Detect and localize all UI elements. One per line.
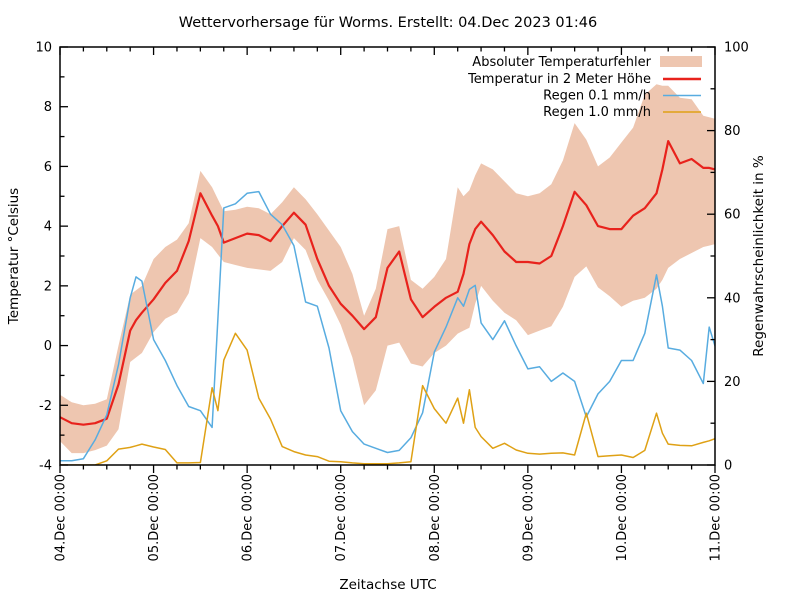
legend-label-rain10: Regen 1.0 mm/h — [543, 105, 651, 120]
x-tick-label: 11.Dec 00:00 — [709, 474, 724, 561]
axis-ticks: 04.Dec 00:00 05.Dec 00:00 06.Dec 00:00 07.D… — [35, 41, 748, 562]
x-tick-label: 05.Dec 00:00 — [147, 474, 162, 561]
y-right-tick-label: 100 — [724, 41, 749, 56]
y-left-tick-label: 10 — [35, 41, 52, 56]
y-left-tick-label: 2 — [44, 279, 52, 294]
y-right-tick-label: 60 — [724, 208, 741, 223]
y-left-tick-label: 8 — [44, 100, 52, 115]
y-right-tick-label: 20 — [724, 375, 741, 390]
y-right-tick-label: 80 — [724, 124, 741, 139]
y-left-tick-label: -4 — [39, 459, 52, 474]
x-axis-label: Zeitachse UTC — [339, 577, 436, 593]
x-tick-label: 10.Dec 00:00 — [615, 474, 630, 561]
legend-label-error-band: Absoluter Temperaturfehler — [472, 55, 651, 70]
x-tick-label: 07.Dec 00:00 — [334, 474, 349, 561]
plot-border — [59, 46, 716, 466]
y-right-tick-label: 0 — [724, 459, 732, 474]
series-layer — [60, 84, 715, 465]
rain-01-line — [60, 190, 715, 462]
legend-label-rain01: Regen 0.1 mm/h — [543, 89, 651, 104]
temperature-line — [60, 140, 715, 426]
x-tick-label: 04.Dec 00:00 — [54, 474, 69, 561]
y-left-tick-label: 4 — [44, 220, 52, 235]
y-left-tick-label: -2 — [39, 399, 52, 414]
rain-10-line — [60, 332, 715, 465]
legend-label-temperature: Temperatur in 2 Meter Höhe — [467, 72, 651, 87]
y-right-tick-label: 40 — [724, 291, 741, 306]
legend-item-rain10: Regen 1.0 mm/h — [543, 105, 701, 120]
x-tick-label: 08.Dec 00:00 — [428, 474, 443, 561]
legend-band-swatch — [660, 56, 702, 67]
legend: Absoluter Temperaturfehler Temperatur in… — [467, 55, 702, 120]
y-left-tick-label: 0 — [44, 339, 52, 354]
y-axis-label-right: Regenwahrscheinlichkeit in % — [751, 155, 767, 357]
legend-item-error-band: Absoluter Temperaturfehler — [472, 55, 702, 70]
y-axis-label-left: Temperatur °Celsius — [6, 188, 22, 325]
x-tick-label: 06.Dec 00:00 — [241, 474, 256, 561]
x-tick-label: 09.Dec 00:00 — [521, 474, 536, 561]
chart-title: Wettervorhersage für Worms. Erstellt: 04… — [179, 15, 597, 31]
legend-item-temperature: Temperatur in 2 Meter Höhe — [467, 72, 701, 87]
y-left-tick-label: 6 — [44, 160, 52, 175]
legend-item-rain01: Regen 0.1 mm/h — [543, 89, 701, 104]
